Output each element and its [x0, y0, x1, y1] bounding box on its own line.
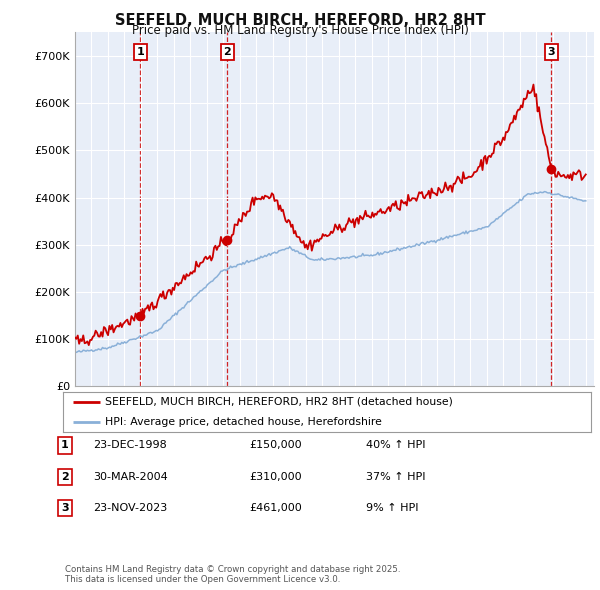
Text: £461,000: £461,000 — [249, 503, 302, 513]
Text: 1: 1 — [137, 47, 144, 57]
Text: 37% ↑ HPI: 37% ↑ HPI — [366, 472, 425, 481]
Text: 30-MAR-2004: 30-MAR-2004 — [93, 472, 168, 481]
Text: 2: 2 — [61, 472, 68, 481]
Text: 40% ↑ HPI: 40% ↑ HPI — [366, 441, 425, 450]
Text: £310,000: £310,000 — [249, 472, 302, 481]
Text: 23-DEC-1998: 23-DEC-1998 — [93, 441, 167, 450]
Text: HPI: Average price, detached house, Herefordshire: HPI: Average price, detached house, Here… — [105, 417, 382, 427]
Text: SEEFELD, MUCH BIRCH, HEREFORD, HR2 8HT: SEEFELD, MUCH BIRCH, HEREFORD, HR2 8HT — [115, 13, 485, 28]
Text: 3: 3 — [61, 503, 68, 513]
Text: Price paid vs. HM Land Registry's House Price Index (HPI): Price paid vs. HM Land Registry's House … — [131, 24, 469, 37]
Text: 2: 2 — [223, 47, 231, 57]
Text: SEEFELD, MUCH BIRCH, HEREFORD, HR2 8HT (detached house): SEEFELD, MUCH BIRCH, HEREFORD, HR2 8HT (… — [105, 397, 453, 407]
Text: 23-NOV-2023: 23-NOV-2023 — [93, 503, 167, 513]
Text: 3: 3 — [547, 47, 555, 57]
Text: £150,000: £150,000 — [249, 441, 302, 450]
Text: 9% ↑ HPI: 9% ↑ HPI — [366, 503, 419, 513]
Text: Contains HM Land Registry data © Crown copyright and database right 2025.
This d: Contains HM Land Registry data © Crown c… — [65, 565, 400, 584]
Text: 1: 1 — [61, 441, 68, 450]
